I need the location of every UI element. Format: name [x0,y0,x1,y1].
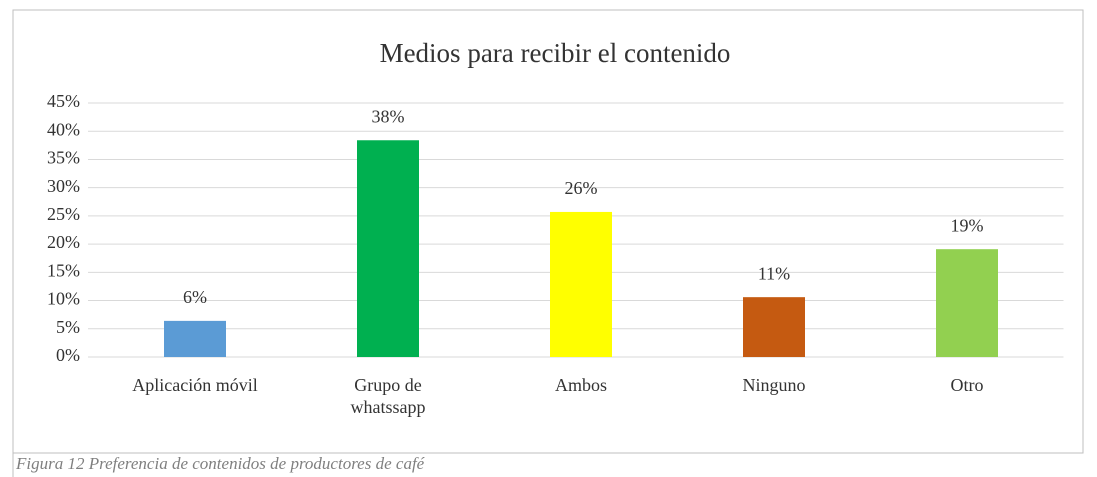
bar [550,211,612,357]
bar [164,320,226,357]
y-tick-label: 0% [56,345,80,365]
value-label: 38% [372,106,405,126]
chart-frame [12,9,1084,454]
y-tick-label: 20% [47,232,80,252]
value-label: 11% [758,263,790,283]
y-tick-label: 5% [56,317,80,337]
caption: Figura 12 Preferencia de contenidos de p… [16,454,425,473]
chart-title: Medios para recibir el contenido [380,38,731,68]
y-tick-label: 45% [47,91,80,111]
value-label: 26% [565,178,598,198]
y-tick-label: 30% [47,176,80,196]
value-label: 19% [951,215,984,235]
value-label: 6% [183,287,207,307]
y-tick-label: 10% [47,289,80,309]
x-tick-label: Aplicación móvil [132,375,258,395]
y-tick-label: 15% [47,260,80,280]
x-tick-label: Grupo de whatssapp [350,375,426,417]
y-tick-label: 40% [47,119,80,139]
bar [743,297,805,357]
x-tick-label: Otro [950,375,984,395]
x-tick-label: Ninguno [742,375,806,395]
y-tick-label: 25% [47,204,80,224]
y-tick-label: 35% [47,148,80,168]
bar [936,249,998,357]
bar [357,140,419,357]
x-tick-label: Ambos [554,375,607,395]
